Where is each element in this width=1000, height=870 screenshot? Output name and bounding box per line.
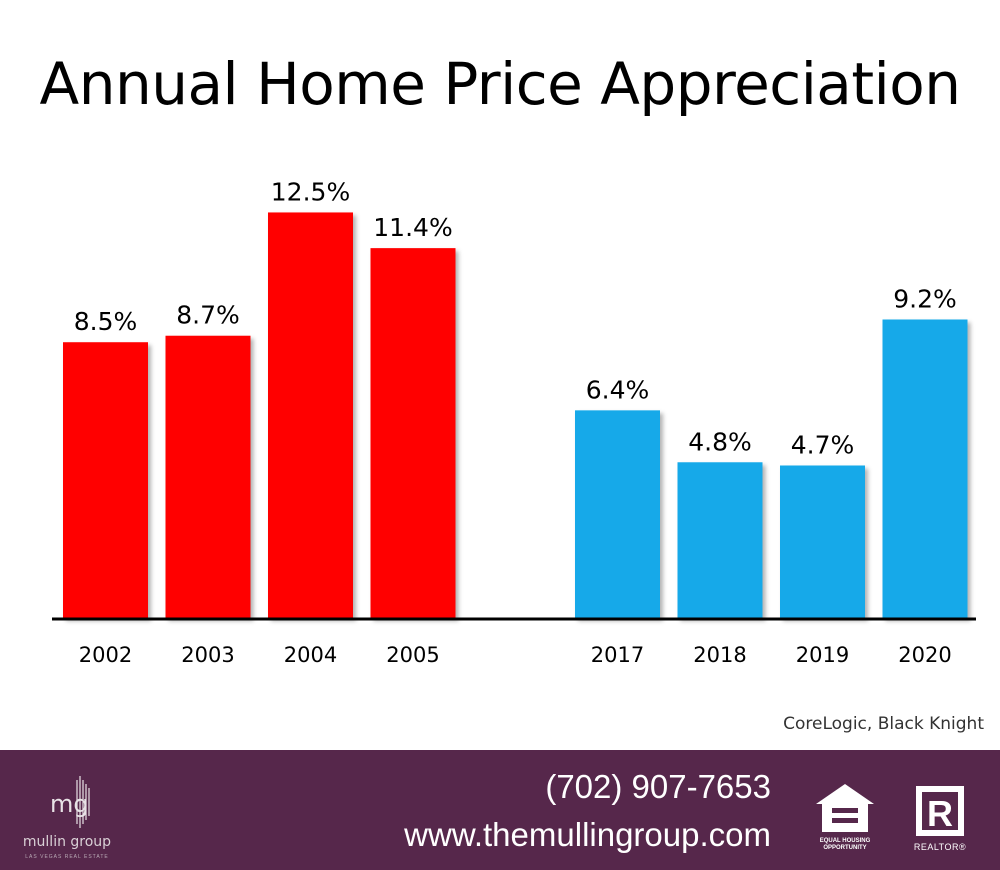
- logo-tagline: LAS VEGAS REAL ESTATE: [25, 854, 109, 860]
- data-label-2020: 9.2%: [893, 285, 957, 314]
- equal-housing-label: EQUAL HOUSING OPPORTUNITY: [819, 838, 871, 851]
- bar-2018: [677, 462, 763, 618]
- x-tick-label-2004: 2004: [284, 643, 337, 667]
- bar-chart: 8.5% 2002 8.7% 2003 12.5% 2004 11.4% 2005 6.4% 20…: [52, 177, 976, 667]
- bar-2017: [575, 410, 660, 618]
- equal-housing-house-icon: [816, 784, 874, 832]
- x-tick-label-2005: 2005: [386, 643, 439, 667]
- bar-2019: [780, 465, 865, 618]
- phone-number[interactable]: (702) 907-7653: [545, 768, 771, 805]
- website-link[interactable]: www.themullingroup.com: [404, 816, 771, 853]
- data-label-2019: 4.7%: [791, 431, 855, 460]
- x-tick-label-2018: 2018: [693, 643, 746, 667]
- logo-mark-icon: mg: [50, 776, 90, 828]
- bar-2020: [882, 319, 968, 618]
- footer-bar: mg mullin group LAS VEGAS REAL ESTATE (7…: [0, 750, 1000, 870]
- data-label-2017: 6.4%: [586, 375, 650, 404]
- data-label-2005: 11.4%: [373, 213, 452, 242]
- x-tick-label-2003: 2003: [181, 643, 234, 667]
- data-label-2018: 4.8%: [688, 427, 752, 456]
- bar-2005: [370, 248, 456, 618]
- realtor-badge: R REALTOR®: [910, 784, 970, 860]
- realtor-label: REALTOR®: [913, 842, 967, 852]
- x-tick-label-2017: 2017: [591, 643, 644, 667]
- source-note: CoreLogic, Black Knight: [783, 714, 984, 734]
- data-label-2003: 8.7%: [176, 301, 240, 330]
- logo-mark-text: mg: [50, 790, 89, 818]
- x-tick-label-2019: 2019: [796, 643, 849, 667]
- chart-title: Annual Home Price Appreciation: [39, 50, 961, 118]
- mullin-group-logo: mg mullin group LAS VEGAS REAL ESTATE: [22, 772, 112, 862]
- x-tick-label-2002: 2002: [79, 643, 132, 667]
- equal-housing-badge: EQUAL HOUSING OPPORTUNITY: [812, 780, 878, 860]
- data-label-2004: 12.5%: [271, 177, 350, 206]
- realtor-r-icon: R: [916, 786, 964, 836]
- bar-2004: [268, 212, 353, 618]
- bar-2002: [63, 342, 148, 618]
- x-tick-label-2020: 2020: [898, 643, 951, 667]
- bar-2003: [165, 335, 251, 618]
- logo-name: mullin group: [22, 834, 112, 850]
- data-label-2002: 8.5%: [74, 307, 138, 336]
- svg-text:R: R: [927, 793, 953, 834]
